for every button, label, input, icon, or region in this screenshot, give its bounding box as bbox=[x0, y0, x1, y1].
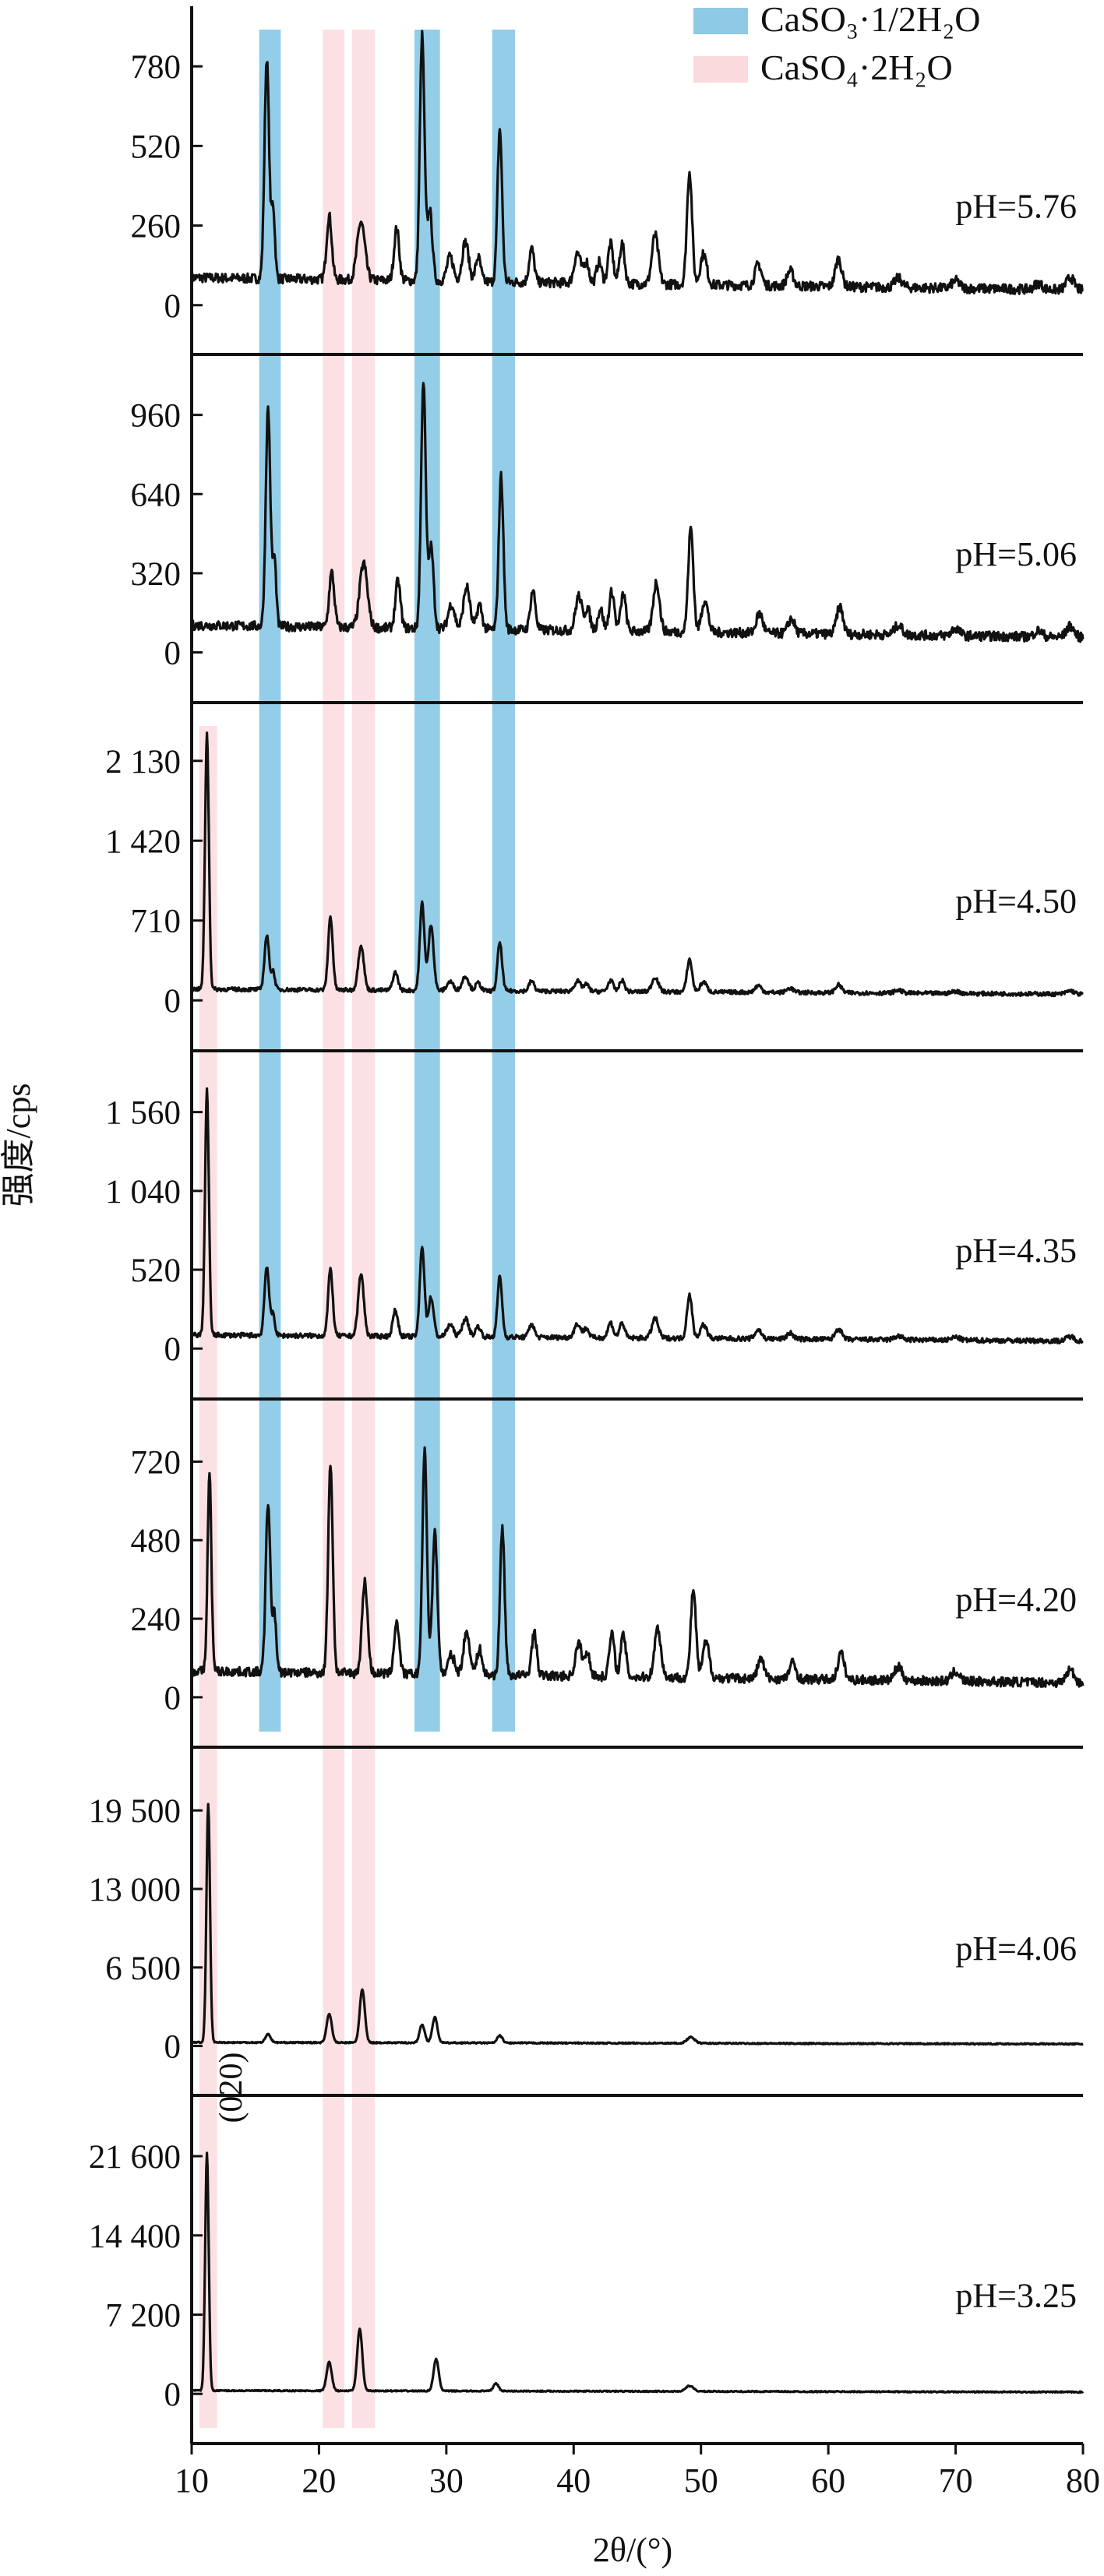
y-tick-label: 1 040 bbox=[105, 1174, 181, 1210]
y-tick-label: 520 bbox=[131, 1253, 182, 1289]
series-line bbox=[190, 1802, 1084, 2046]
y-tick-label: 780 bbox=[131, 49, 182, 86]
y-tick-label: 260 bbox=[131, 209, 182, 245]
legend: CaSO₃·1/2H₂O CaSO₄·2H₂O bbox=[693, 0, 981, 87]
y-tick-label: 960 bbox=[131, 398, 182, 435]
y-tick-label: 0 bbox=[164, 983, 182, 1020]
y-tick-label: 720 bbox=[131, 1444, 182, 1481]
y-tick-label: 480 bbox=[131, 1523, 182, 1559]
y-tick-label: 21 600 bbox=[89, 2139, 181, 2176]
series-line bbox=[191, 2151, 1085, 2395]
axes: 10 20 30 40 50 60 70 80 bbox=[175, 6, 1100, 2500]
y-tick-label: 13 000 bbox=[89, 1872, 181, 1908]
x-tick-label: 80 bbox=[1066, 2461, 1100, 2500]
panel-pH=4.06: 0 6 500 13 000 19 500 pH=4.06 bbox=[89, 1793, 1084, 2097]
panel-pH=5.06: 0 320 640 960 pH=5.06 bbox=[131, 382, 1085, 704]
y-axis-label: 强度/cps bbox=[0, 1084, 37, 1207]
x-axis-label: 2θ/(°) bbox=[593, 2531, 672, 2569]
panel-label: pH=4.35 bbox=[955, 1232, 1077, 1270]
panel-pH=4.50: 0 710 1 420 2 130 pH=4.50 bbox=[105, 731, 1085, 1052]
caso4-band-0 bbox=[323, 30, 345, 2428]
y-tick-label: 240 bbox=[131, 1602, 182, 1638]
y-tick-label: 710 bbox=[131, 904, 182, 940]
y-tick-label: 7 200 bbox=[105, 2297, 181, 2334]
y-tick-label: 1 420 bbox=[105, 823, 181, 860]
panel-label: pH=4.20 bbox=[955, 1580, 1077, 1619]
series-line bbox=[190, 382, 1085, 643]
y-tick-label: 320 bbox=[131, 556, 182, 593]
y-tick-label: 0 bbox=[164, 1331, 182, 1368]
series-line bbox=[190, 731, 1085, 998]
x-tick-label: 30 bbox=[429, 2461, 464, 2500]
caso3-band-2 bbox=[492, 30, 516, 1732]
y-tick-label: 0 bbox=[164, 2029, 182, 2066]
x-tick-label: 40 bbox=[556, 2461, 591, 2500]
caso3-band-1 bbox=[414, 30, 440, 1732]
series-line bbox=[190, 1087, 1084, 1344]
phase-bands bbox=[199, 30, 516, 2428]
y-tick-label: 1 560 bbox=[105, 1095, 181, 1132]
y-tick-label: 14 400 bbox=[89, 2218, 181, 2255]
y-tick-label: 0 bbox=[164, 1680, 182, 1717]
annotation-020: (020) bbox=[213, 2053, 249, 2123]
series-line bbox=[190, 30, 1084, 295]
panel-pH=3.25: 0 7 200 14 400 21 600 pH=3.25 bbox=[89, 2139, 1085, 2445]
panels: 0 260 520 780 pH=5.76 0 320 640 960 pH=5.06 0 710 1 … bbox=[89, 30, 1085, 2445]
panel-label: pH=5.06 bbox=[955, 535, 1077, 573]
panel-pH=5.76: 0 260 520 780 pH=5.76 bbox=[131, 30, 1084, 356]
y-tick-label: 640 bbox=[131, 477, 182, 513]
y-tick-label: 6 500 bbox=[105, 1951, 181, 1987]
x-tick-label: 50 bbox=[684, 2461, 718, 2500]
panel-label: pH=4.06 bbox=[955, 1929, 1077, 1968]
panel-pH=4.20: 0 240 480 720 pH=4.20 bbox=[131, 1444, 1085, 1749]
y-tick-label: 2 130 bbox=[105, 744, 181, 781]
panel-label: pH=3.25 bbox=[955, 2276, 1077, 2314]
panel-label: pH=5.76 bbox=[955, 188, 1077, 226]
y-tick-label: 19 500 bbox=[89, 1793, 181, 1830]
x-tick-label: 20 bbox=[302, 2461, 336, 2500]
y-tick-label: 0 bbox=[164, 288, 182, 325]
panel-pH=4.35: 0 520 1 040 1 560 pH=4.35 bbox=[105, 1087, 1084, 1401]
y-tick-label: 0 bbox=[164, 636, 182, 672]
y-tick-label: 0 bbox=[164, 2377, 182, 2413]
y-tick-label: 520 bbox=[131, 129, 182, 165]
legend-swatch bbox=[693, 56, 748, 83]
x-tick-label: 70 bbox=[939, 2461, 973, 2500]
caso3-band-0 bbox=[259, 30, 281, 1732]
caso4-band-1 bbox=[351, 30, 376, 2428]
panel-label: pH=4.50 bbox=[955, 883, 1077, 921]
legend-swatch bbox=[693, 8, 748, 34]
x-tick-label: 60 bbox=[811, 2461, 845, 2500]
legend-label: CaSO₃·1/2H₂O bbox=[760, 0, 981, 39]
x-tick-label: 10 bbox=[175, 2461, 209, 2500]
series-line bbox=[190, 1446, 1085, 1688]
legend-label: CaSO₄·2H₂O bbox=[760, 48, 953, 87]
